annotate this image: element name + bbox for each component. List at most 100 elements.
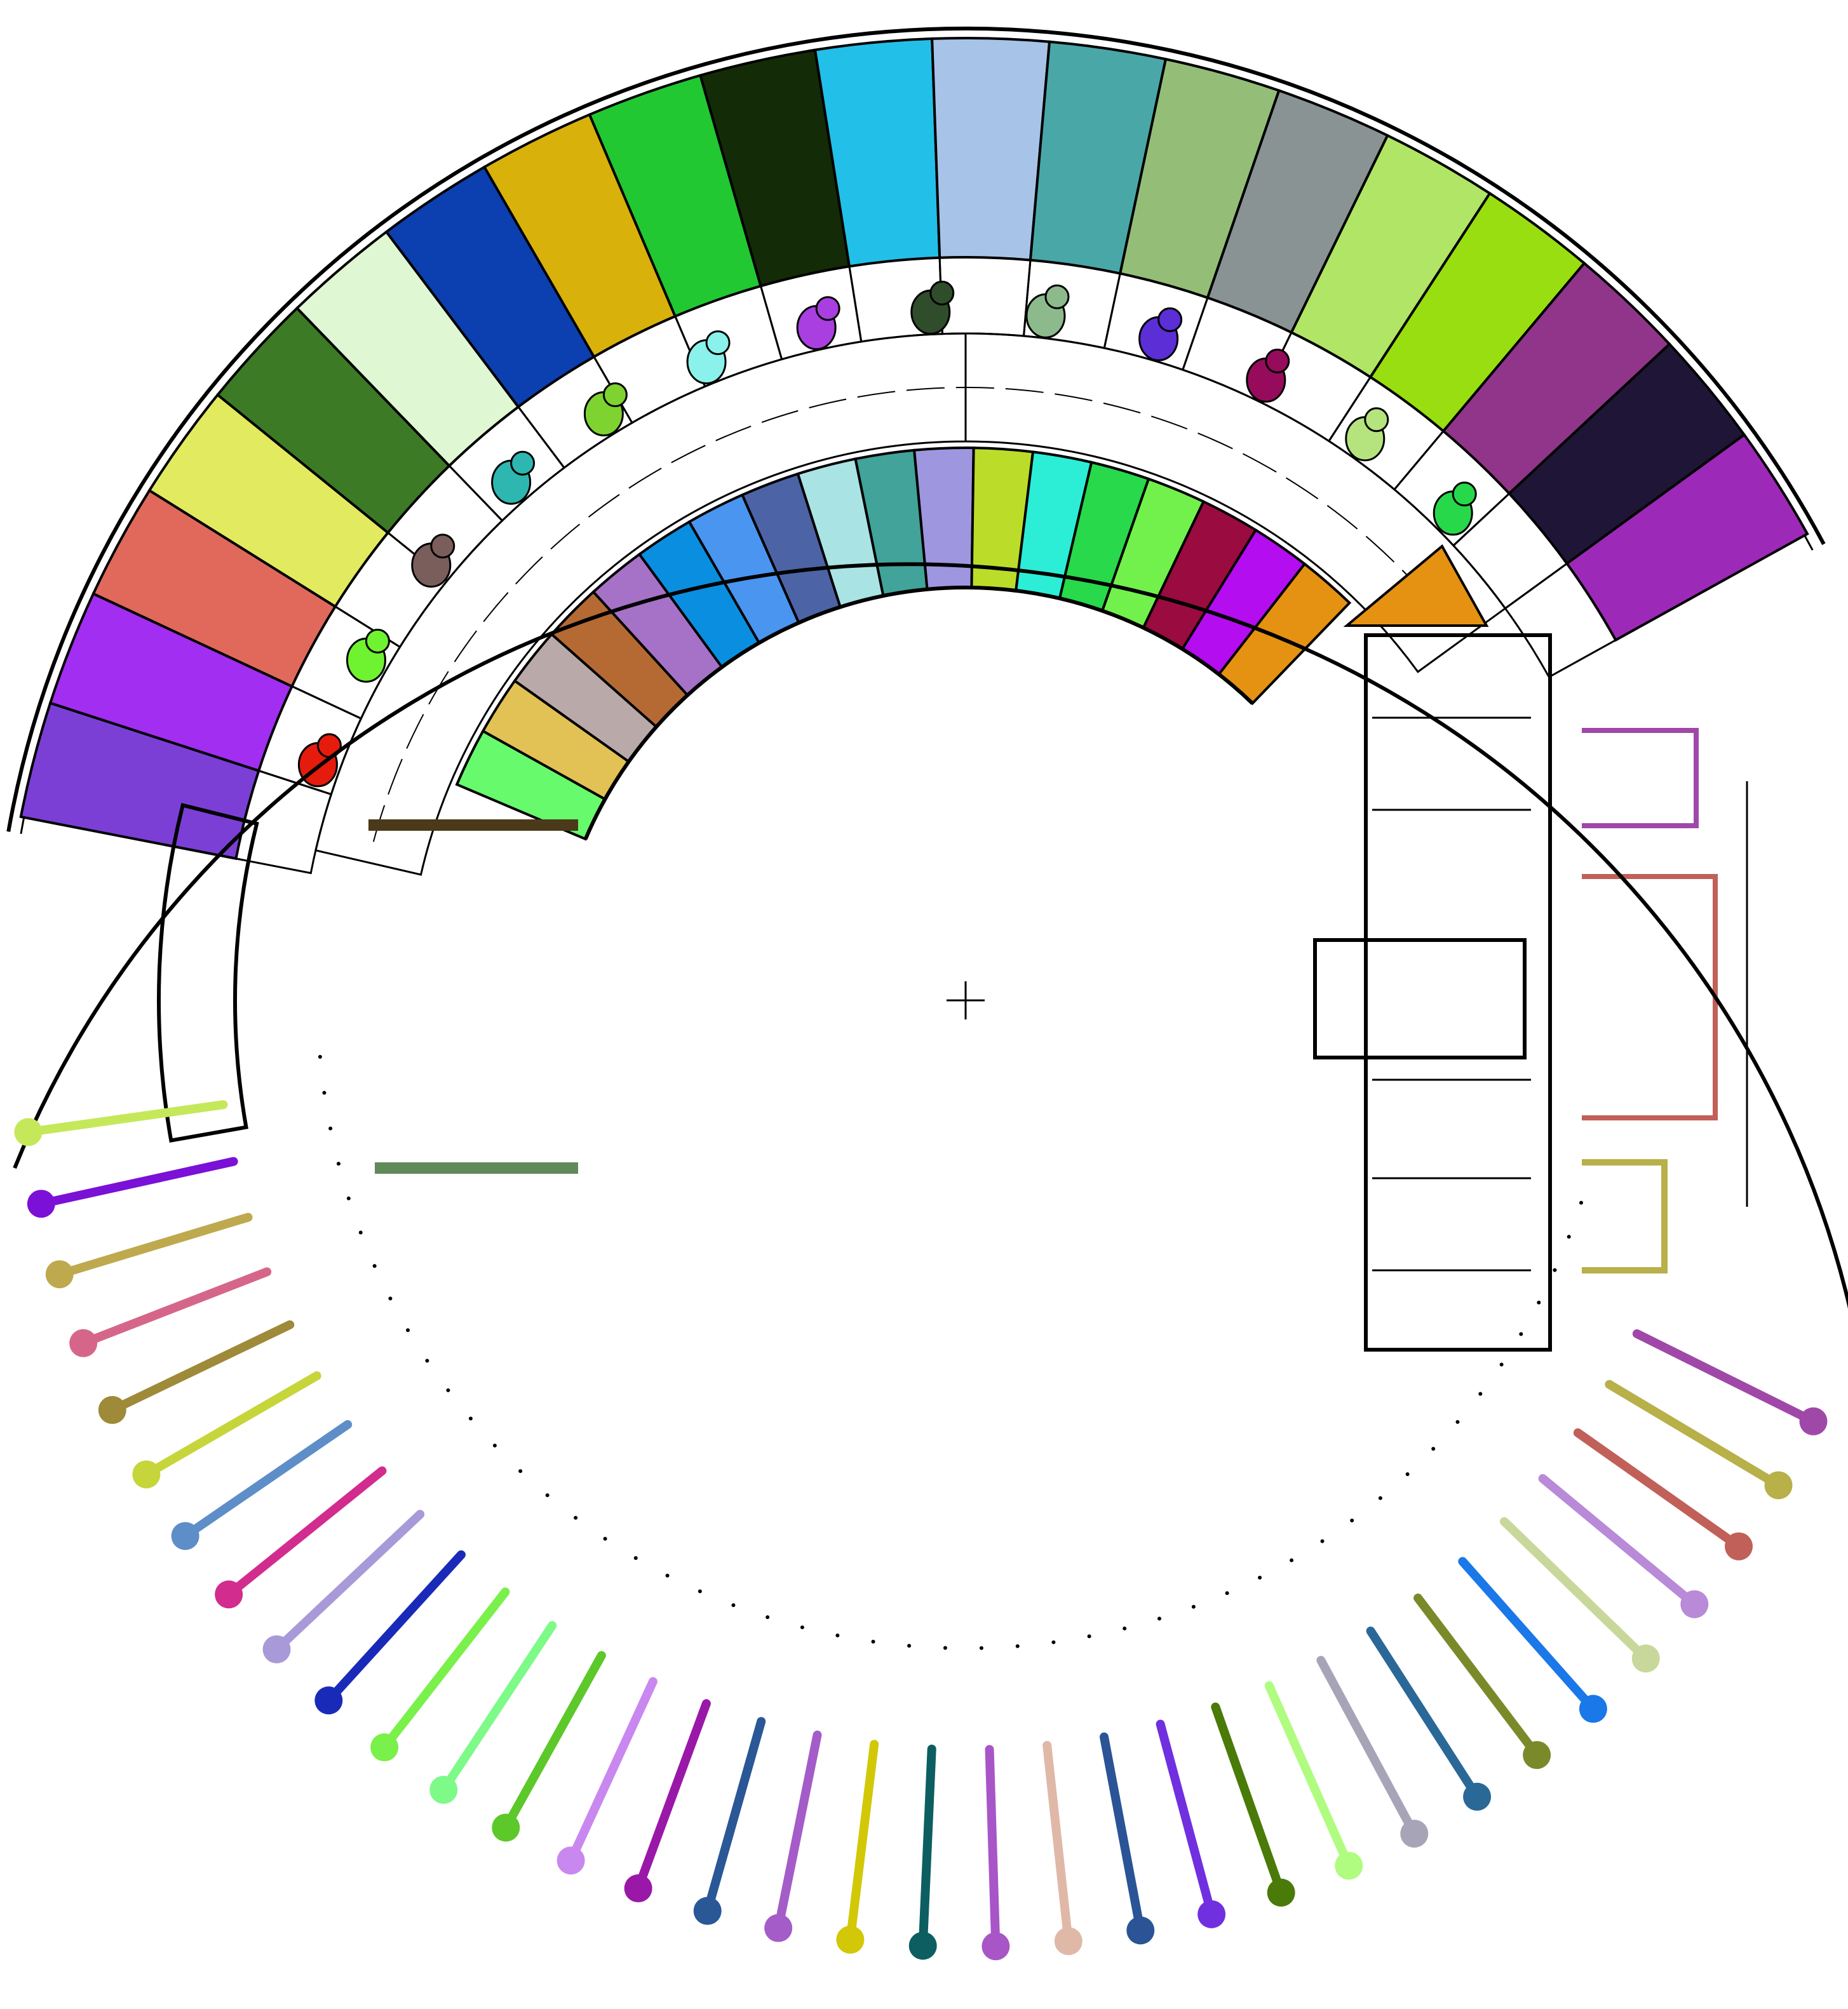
- lower-column-dot: [1553, 1268, 1557, 1272]
- lower-fixture-24: [1267, 1878, 1295, 1907]
- lower-wall-5: [119, 1320, 295, 1409]
- east-fixture-1: [1582, 728, 1699, 828]
- bridge-band: [157, 803, 259, 1143]
- lower-wall-19: [919, 1744, 936, 1938]
- lower-column-dot: [358, 1230, 363, 1235]
- lower-wall-7: [191, 1420, 353, 1533]
- lower-fixture-31: [1680, 1590, 1709, 1618]
- lower-column-dot: [1350, 1518, 1354, 1522]
- lower-wall-18: [847, 1740, 879, 1932]
- lower-wall-14: [571, 1677, 658, 1854]
- lower-fixture-22: [1126, 1916, 1155, 1945]
- lower-wall-9: [281, 1510, 425, 1646]
- lower-fixture-13: [492, 1813, 520, 1842]
- lower-fixture-19: [908, 1932, 937, 1960]
- lower-column-dot: [1478, 1392, 1483, 1396]
- lower-column-dot: [322, 1091, 327, 1095]
- east-fixture-2: [1582, 874, 1718, 1120]
- lower-wall-4: [90, 1267, 272, 1343]
- lower-column-dot: [1519, 1332, 1523, 1336]
- lower-column-dot: [1015, 1644, 1020, 1648]
- lower-fixture-14: [556, 1846, 585, 1875]
- lower-column-dot: [492, 1443, 497, 1448]
- lower-fixture-18: [836, 1925, 865, 1954]
- lower-column-dot: [766, 1615, 770, 1620]
- lower-column-dot: [871, 1639, 875, 1644]
- entry-zone-20: [1504, 562, 1617, 678]
- lower-wall-22: [1100, 1732, 1143, 1923]
- lower-column-dot: [1579, 1200, 1583, 1205]
- inner-ring-rooms: [455, 447, 1352, 841]
- lower-column-dot: [446, 1388, 450, 1392]
- lower-fixture-6: [132, 1460, 161, 1489]
- lower-wall-33: [1605, 1380, 1772, 1484]
- lower-fixture-1: [14, 1118, 43, 1146]
- wc-fixture-top-7: [815, 296, 840, 321]
- lower-wall-34: [1632, 1329, 1807, 1420]
- lower-fixture-16: [693, 1897, 722, 1925]
- lower-wall-25: [1264, 1681, 1349, 1859]
- lower-column-dot: [603, 1536, 607, 1541]
- lower-column-dot: [1378, 1496, 1382, 1500]
- corridor-yellow: [314, 332, 967, 876]
- lower-wall-17: [776, 1730, 822, 1920]
- lower-column-dot: [1290, 1558, 1294, 1562]
- lower-wall-3: [67, 1213, 253, 1275]
- lower-wall-21: [1042, 1741, 1072, 1933]
- lower-column-dot: [1455, 1420, 1460, 1424]
- lower-fixture-21: [1054, 1927, 1082, 1956]
- lower-wall-28: [1413, 1593, 1534, 1750]
- lower-fixture-28: [1523, 1741, 1551, 1770]
- wc-fixture-top-8: [929, 280, 955, 306]
- lower-wall-11: [388, 1587, 510, 1742]
- lower-column-dot: [633, 1555, 638, 1560]
- lower-fixture-27: [1463, 1782, 1492, 1811]
- ramp-north: [368, 819, 578, 831]
- wc-fixture-top-2: [365, 628, 390, 654]
- lower-column-dot: [545, 1493, 550, 1498]
- lower-wall-27: [1366, 1626, 1475, 1791]
- lower-fixture-8: [215, 1580, 243, 1609]
- lower-column-dot: [1499, 1362, 1504, 1367]
- lower-column-dot: [518, 1469, 523, 1474]
- lower-wall-16: [706, 1717, 766, 1904]
- east-wing-outline: [1364, 633, 1552, 1352]
- lower-column-dot: [907, 1644, 912, 1648]
- lower-wall-30: [1499, 1517, 1642, 1655]
- lower-wall-1: [36, 1100, 228, 1135]
- lower-column-dot: [574, 1515, 578, 1520]
- lower-wall-13: [508, 1651, 606, 1821]
- lower-wall-15: [638, 1699, 711, 1881]
- center-crosshair: [947, 981, 985, 1019]
- lower-column-dot: [328, 1126, 333, 1131]
- lower-fixture-30: [1631, 1644, 1660, 1673]
- junction-room: [1343, 544, 1489, 627]
- inner-wall-line: [583, 586, 1254, 840]
- lower-fixture-32: [1725, 1532, 1753, 1561]
- wc-fixture-top-10: [1157, 307, 1183, 332]
- lower-column-dot: [943, 1646, 947, 1650]
- wc-fixture-top-5: [602, 382, 628, 408]
- lower-column-dot: [1051, 1640, 1056, 1644]
- outer-wall-line: [6, 27, 1826, 832]
- lower-column-dot: [979, 1646, 983, 1650]
- lower-column-dot: [1405, 1472, 1410, 1476]
- wc-fixture-top-9: [1044, 284, 1070, 309]
- ramp-south: [375, 1162, 578, 1174]
- lower-fixture-17: [764, 1914, 793, 1942]
- lower-wall-12: [446, 1621, 557, 1784]
- lower-fixture-7: [171, 1522, 199, 1550]
- lower-column-dot: [1157, 1616, 1162, 1621]
- lower-fixture-5: [98, 1395, 126, 1424]
- lower-wall-29: [1458, 1557, 1589, 1704]
- lower-fixture-20: [981, 1932, 1010, 1961]
- lower-fixture-15: [624, 1874, 652, 1903]
- lower-column-dot: [731, 1603, 736, 1608]
- lower-fixture-29: [1579, 1695, 1607, 1723]
- lower-wall-23: [1156, 1719, 1213, 1907]
- lower-fixture-23: [1197, 1900, 1226, 1928]
- lower-column-dot: [1431, 1446, 1436, 1451]
- lower-wall-6: [152, 1371, 321, 1473]
- washroom-fixtures: [297, 280, 1477, 788]
